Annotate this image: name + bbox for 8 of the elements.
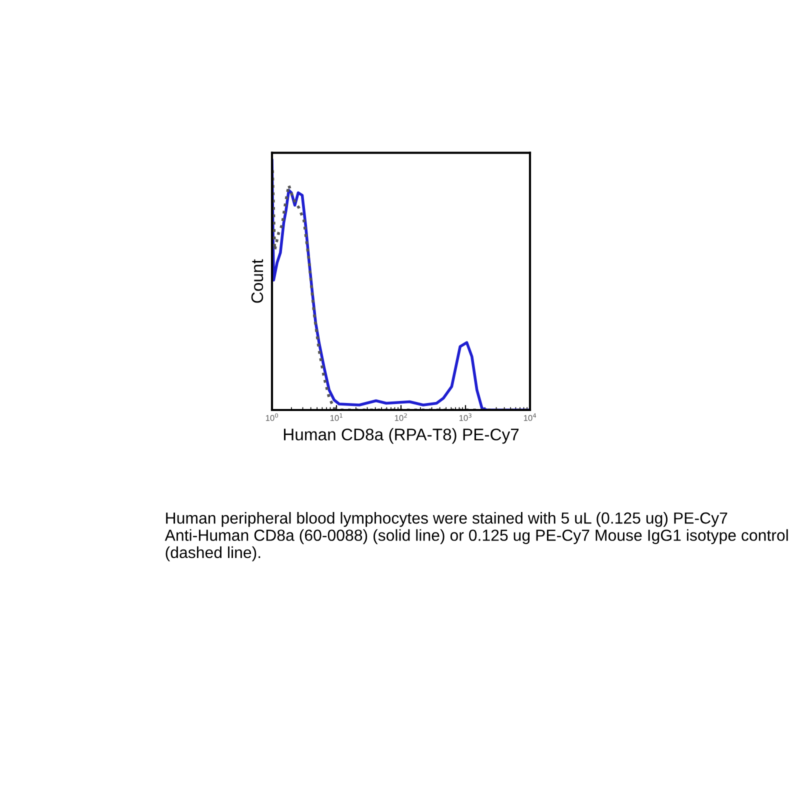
- x-tick-label: 10$^{4}$: [524, 413, 536, 421]
- x-tick-label: 10$^{2}$: [394, 413, 407, 421]
- x-tick-label: 10$^{0}$: [266, 413, 278, 421]
- text: Human peripheral blood lymphocytes were stained with 5 uL (0.125 ug) PE-Cy7 Anti-Human CD8a (60-0088) (solid line) or 0.125 ug PE-Cy7 Mouse IgG1 isotype control (dashed line).: [164, 512, 788, 562]
- y-axis-title: Count: [251, 259, 264, 303]
- x-tick-label: 10$^{3}$: [459, 413, 472, 421]
- x-tick-label: 10$^{1}$: [330, 413, 342, 421]
- x-axis-title: Human CD8a (RPA-T8) PE-Cy7: [284, 428, 519, 444]
